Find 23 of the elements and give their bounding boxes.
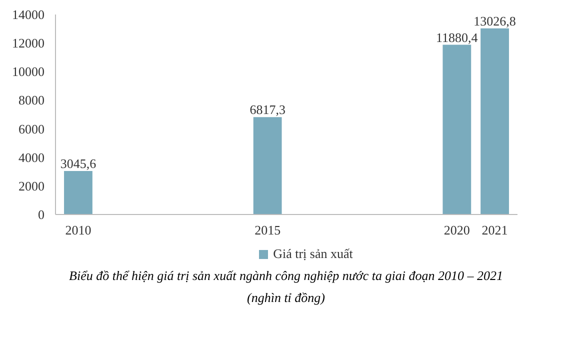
x-tick-label: 2015 — [254, 222, 281, 238]
data-label: 3045,6 — [60, 156, 97, 171]
data-label: 13026,8 — [474, 13, 516, 28]
y-tick-label: 6000 — [18, 121, 44, 136]
bar — [64, 170, 92, 214]
x-tick-label: 2020 — [444, 222, 470, 238]
data-label: 11880,4 — [436, 30, 478, 45]
y-tick-label: 14000 — [12, 7, 44, 22]
text: (nghìn tỉ đồng) — [247, 288, 325, 307]
legend-label: Giá trị sản xuất — [273, 245, 353, 263]
data-label: 6817,3 — [250, 102, 286, 118]
y-tick-label: 0 — [38, 207, 44, 222]
x-tick-label: 2021 — [482, 222, 508, 238]
y-tick-label: 12000 — [12, 36, 44, 51]
bar — [253, 117, 282, 214]
y-tick-label: 10000 — [12, 64, 44, 80]
text: Biểu đồ thể hiện giá trị sản xuất ngành công nghiệp nước ta giai đoạn 2010 – 2021 — [69, 266, 503, 285]
bar — [480, 28, 509, 214]
bar — [442, 44, 472, 214]
y-tick-label: 8000 — [18, 92, 44, 108]
y-tick-label: 4000 — [18, 150, 44, 165]
x-tick-label: 2010 — [65, 222, 92, 238]
y-tick-label: 2000 — [18, 178, 44, 194]
